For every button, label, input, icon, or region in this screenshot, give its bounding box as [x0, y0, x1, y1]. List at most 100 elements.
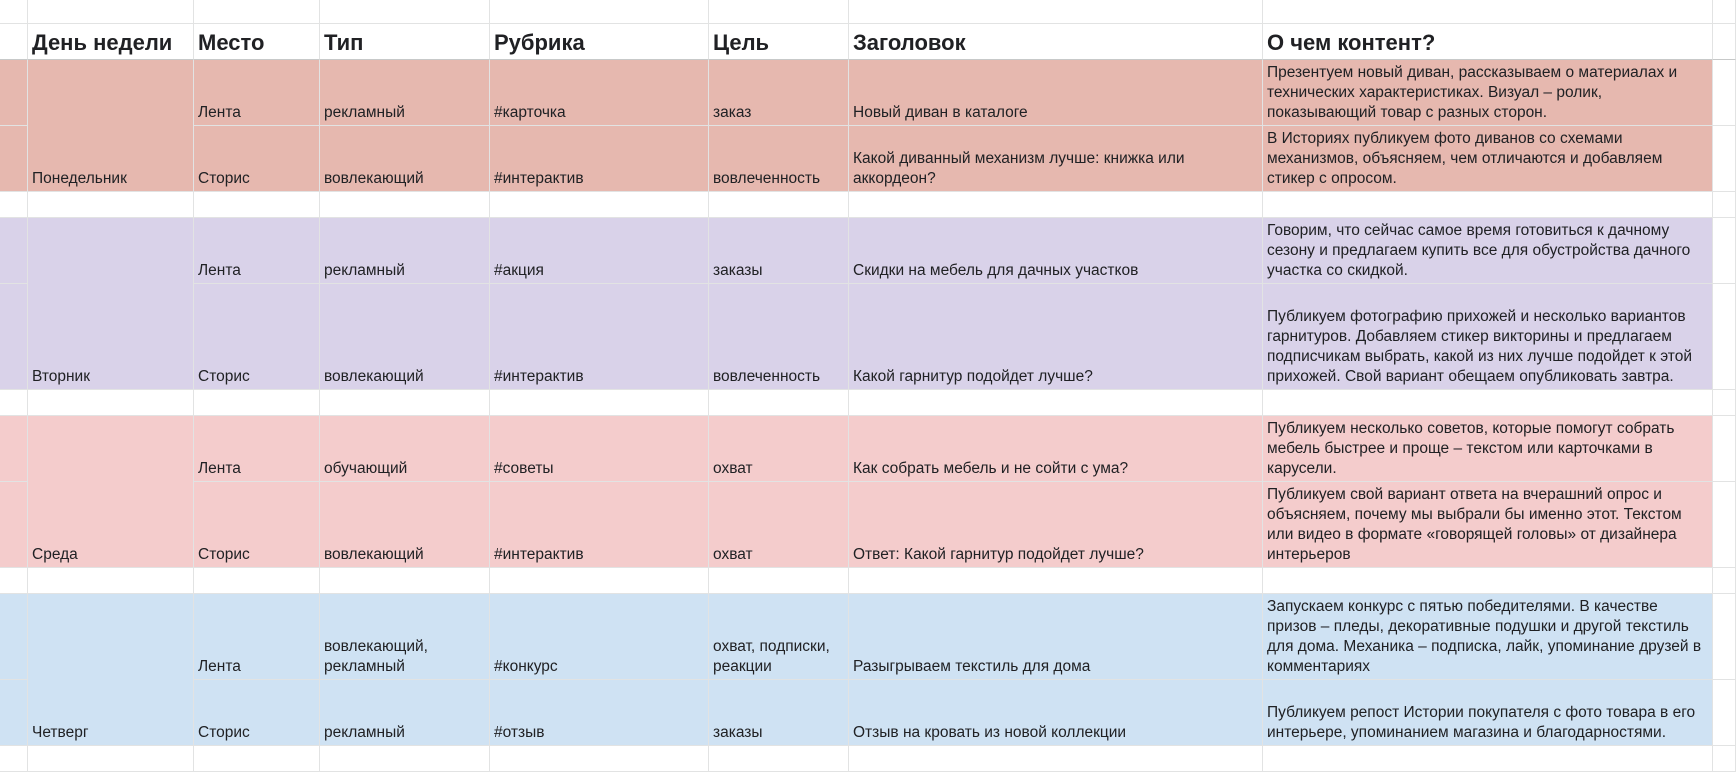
row-edge-cell[interactable]: [1713, 284, 1736, 390]
day-cell[interactable]: [28, 218, 194, 284]
header-rubric[interactable]: Рубрика: [490, 24, 709, 60]
empty-cell[interactable]: [0, 390, 28, 416]
type-cell[interactable]: вовлекающий: [320, 126, 490, 192]
empty-cell[interactable]: [849, 0, 1263, 24]
content-cell[interactable]: Публикуем репост Истории покупателя с фо…: [1263, 680, 1713, 746]
empty-cell[interactable]: [194, 0, 320, 24]
row-edge-cell[interactable]: [0, 416, 28, 482]
place-cell[interactable]: Лента: [194, 594, 320, 680]
type-cell[interactable]: обучающий: [320, 416, 490, 482]
title-cell[interactable]: Разыгрываем текстиль для дома: [849, 594, 1263, 680]
empty-cell[interactable]: [0, 746, 28, 772]
empty-cell[interactable]: [1263, 568, 1713, 594]
place-cell[interactable]: Лента: [194, 416, 320, 482]
empty-cell[interactable]: [194, 746, 320, 772]
content-cell[interactable]: Публикуем несколько советов, которые пом…: [1263, 416, 1713, 482]
goal-cell[interactable]: заказы: [709, 680, 849, 746]
row-edge-cell[interactable]: [1713, 482, 1736, 568]
title-cell[interactable]: Как собрать мебель и не сойти с ума?: [849, 416, 1263, 482]
rubric-cell[interactable]: #интерактив: [490, 284, 709, 390]
row-edge-cell[interactable]: [0, 482, 28, 568]
empty-cell[interactable]: [709, 568, 849, 594]
content-cell[interactable]: Публикуем свой вариант ответа на вчерашн…: [1263, 482, 1713, 568]
type-cell[interactable]: рекламный: [320, 218, 490, 284]
rubric-cell[interactable]: #интерактив: [490, 482, 709, 568]
empty-cell[interactable]: [320, 568, 490, 594]
content-cell[interactable]: Презентуем новый диван, рассказываем о м…: [1263, 60, 1713, 126]
empty-cell[interactable]: [0, 0, 28, 24]
title-cell[interactable]: Ответ: Какой гарнитур подойдет лучше?: [849, 482, 1263, 568]
rubric-cell[interactable]: #акция: [490, 218, 709, 284]
empty-cell[interactable]: [709, 390, 849, 416]
empty-cell[interactable]: [490, 192, 709, 218]
empty-cell[interactable]: [28, 0, 194, 24]
goal-cell[interactable]: вовлеченность: [709, 126, 849, 192]
empty-cell[interactable]: [490, 568, 709, 594]
empty-cell[interactable]: [320, 746, 490, 772]
type-cell[interactable]: вовлекающий, рекламный: [320, 594, 490, 680]
empty-cell[interactable]: [1713, 192, 1736, 218]
empty-cell[interactable]: [1713, 568, 1736, 594]
empty-cell[interactable]: [849, 746, 1263, 772]
row-edge-cell[interactable]: [0, 126, 28, 192]
goal-cell[interactable]: заказ: [709, 60, 849, 126]
empty-cell[interactable]: [194, 568, 320, 594]
place-cell[interactable]: Лента: [194, 60, 320, 126]
goal-cell[interactable]: заказы: [709, 218, 849, 284]
rubric-cell[interactable]: #интерактив: [490, 126, 709, 192]
empty-cell[interactable]: [28, 390, 194, 416]
row-edge-cell[interactable]: [0, 284, 28, 390]
rubric-cell[interactable]: #отзыв: [490, 680, 709, 746]
empty-cell[interactable]: [849, 192, 1263, 218]
goal-cell[interactable]: охват, подписки, реакции: [709, 594, 849, 680]
day-cell[interactable]: Среда: [28, 482, 194, 568]
title-cell[interactable]: Какой гарнитур подойдет лучше?: [849, 284, 1263, 390]
row-edge-cell[interactable]: [1713, 60, 1736, 126]
title-cell[interactable]: Отзыв на кровать из новой коллекции: [849, 680, 1263, 746]
title-cell[interactable]: Какой диванный механизм лучше: книжка ил…: [849, 126, 1263, 192]
empty-cell[interactable]: [709, 192, 849, 218]
empty-cell[interactable]: [1263, 746, 1713, 772]
empty-cell[interactable]: [194, 390, 320, 416]
content-cell[interactable]: Публикуем фотографию прихожей и нескольк…: [1263, 284, 1713, 390]
place-cell[interactable]: Сторис: [194, 284, 320, 390]
header-type[interactable]: Тип: [320, 24, 490, 60]
header-day[interactable]: День недели: [28, 24, 194, 60]
empty-cell[interactable]: [490, 746, 709, 772]
header-place[interactable]: Место: [194, 24, 320, 60]
day-cell[interactable]: [28, 60, 194, 126]
empty-cell[interactable]: [1263, 0, 1713, 24]
type-cell[interactable]: вовлекающий: [320, 284, 490, 390]
empty-cell[interactable]: [28, 568, 194, 594]
empty-cell[interactable]: [849, 568, 1263, 594]
type-cell[interactable]: вовлекающий: [320, 482, 490, 568]
row-edge-cell[interactable]: [1713, 594, 1736, 680]
goal-cell[interactable]: охват: [709, 416, 849, 482]
empty-cell[interactable]: [28, 192, 194, 218]
empty-cell[interactable]: [1713, 746, 1736, 772]
row-edge-cell[interactable]: [0, 60, 28, 126]
row-edge-cell[interactable]: [0, 218, 28, 284]
row-edge-cell[interactable]: [0, 594, 28, 680]
content-cell[interactable]: Запускаем конкурс с пятью победителями. …: [1263, 594, 1713, 680]
row-edge-cell[interactable]: [1713, 126, 1736, 192]
empty-cell[interactable]: [28, 746, 194, 772]
empty-cell[interactable]: [0, 192, 28, 218]
empty-cell[interactable]: [849, 390, 1263, 416]
empty-cell[interactable]: [1263, 390, 1713, 416]
type-cell[interactable]: рекламный: [320, 60, 490, 126]
goal-cell[interactable]: охват: [709, 482, 849, 568]
header-title[interactable]: Заголовок: [849, 24, 1263, 60]
empty-cell[interactable]: [320, 390, 490, 416]
header-goal[interactable]: Цель: [709, 24, 849, 60]
type-cell[interactable]: рекламный: [320, 680, 490, 746]
empty-cell[interactable]: [709, 0, 849, 24]
title-cell[interactable]: Новый диван в каталоге: [849, 60, 1263, 126]
content-cell[interactable]: Говорим, что сейчас самое время готовить…: [1263, 218, 1713, 284]
content-cell[interactable]: В Историях публикуем фото диванов со схе…: [1263, 126, 1713, 192]
day-cell[interactable]: [28, 594, 194, 680]
goal-cell[interactable]: вовлеченность: [709, 284, 849, 390]
title-cell[interactable]: Скидки на мебель для дачных участков: [849, 218, 1263, 284]
empty-cell[interactable]: [1263, 192, 1713, 218]
rubric-cell[interactable]: #советы: [490, 416, 709, 482]
